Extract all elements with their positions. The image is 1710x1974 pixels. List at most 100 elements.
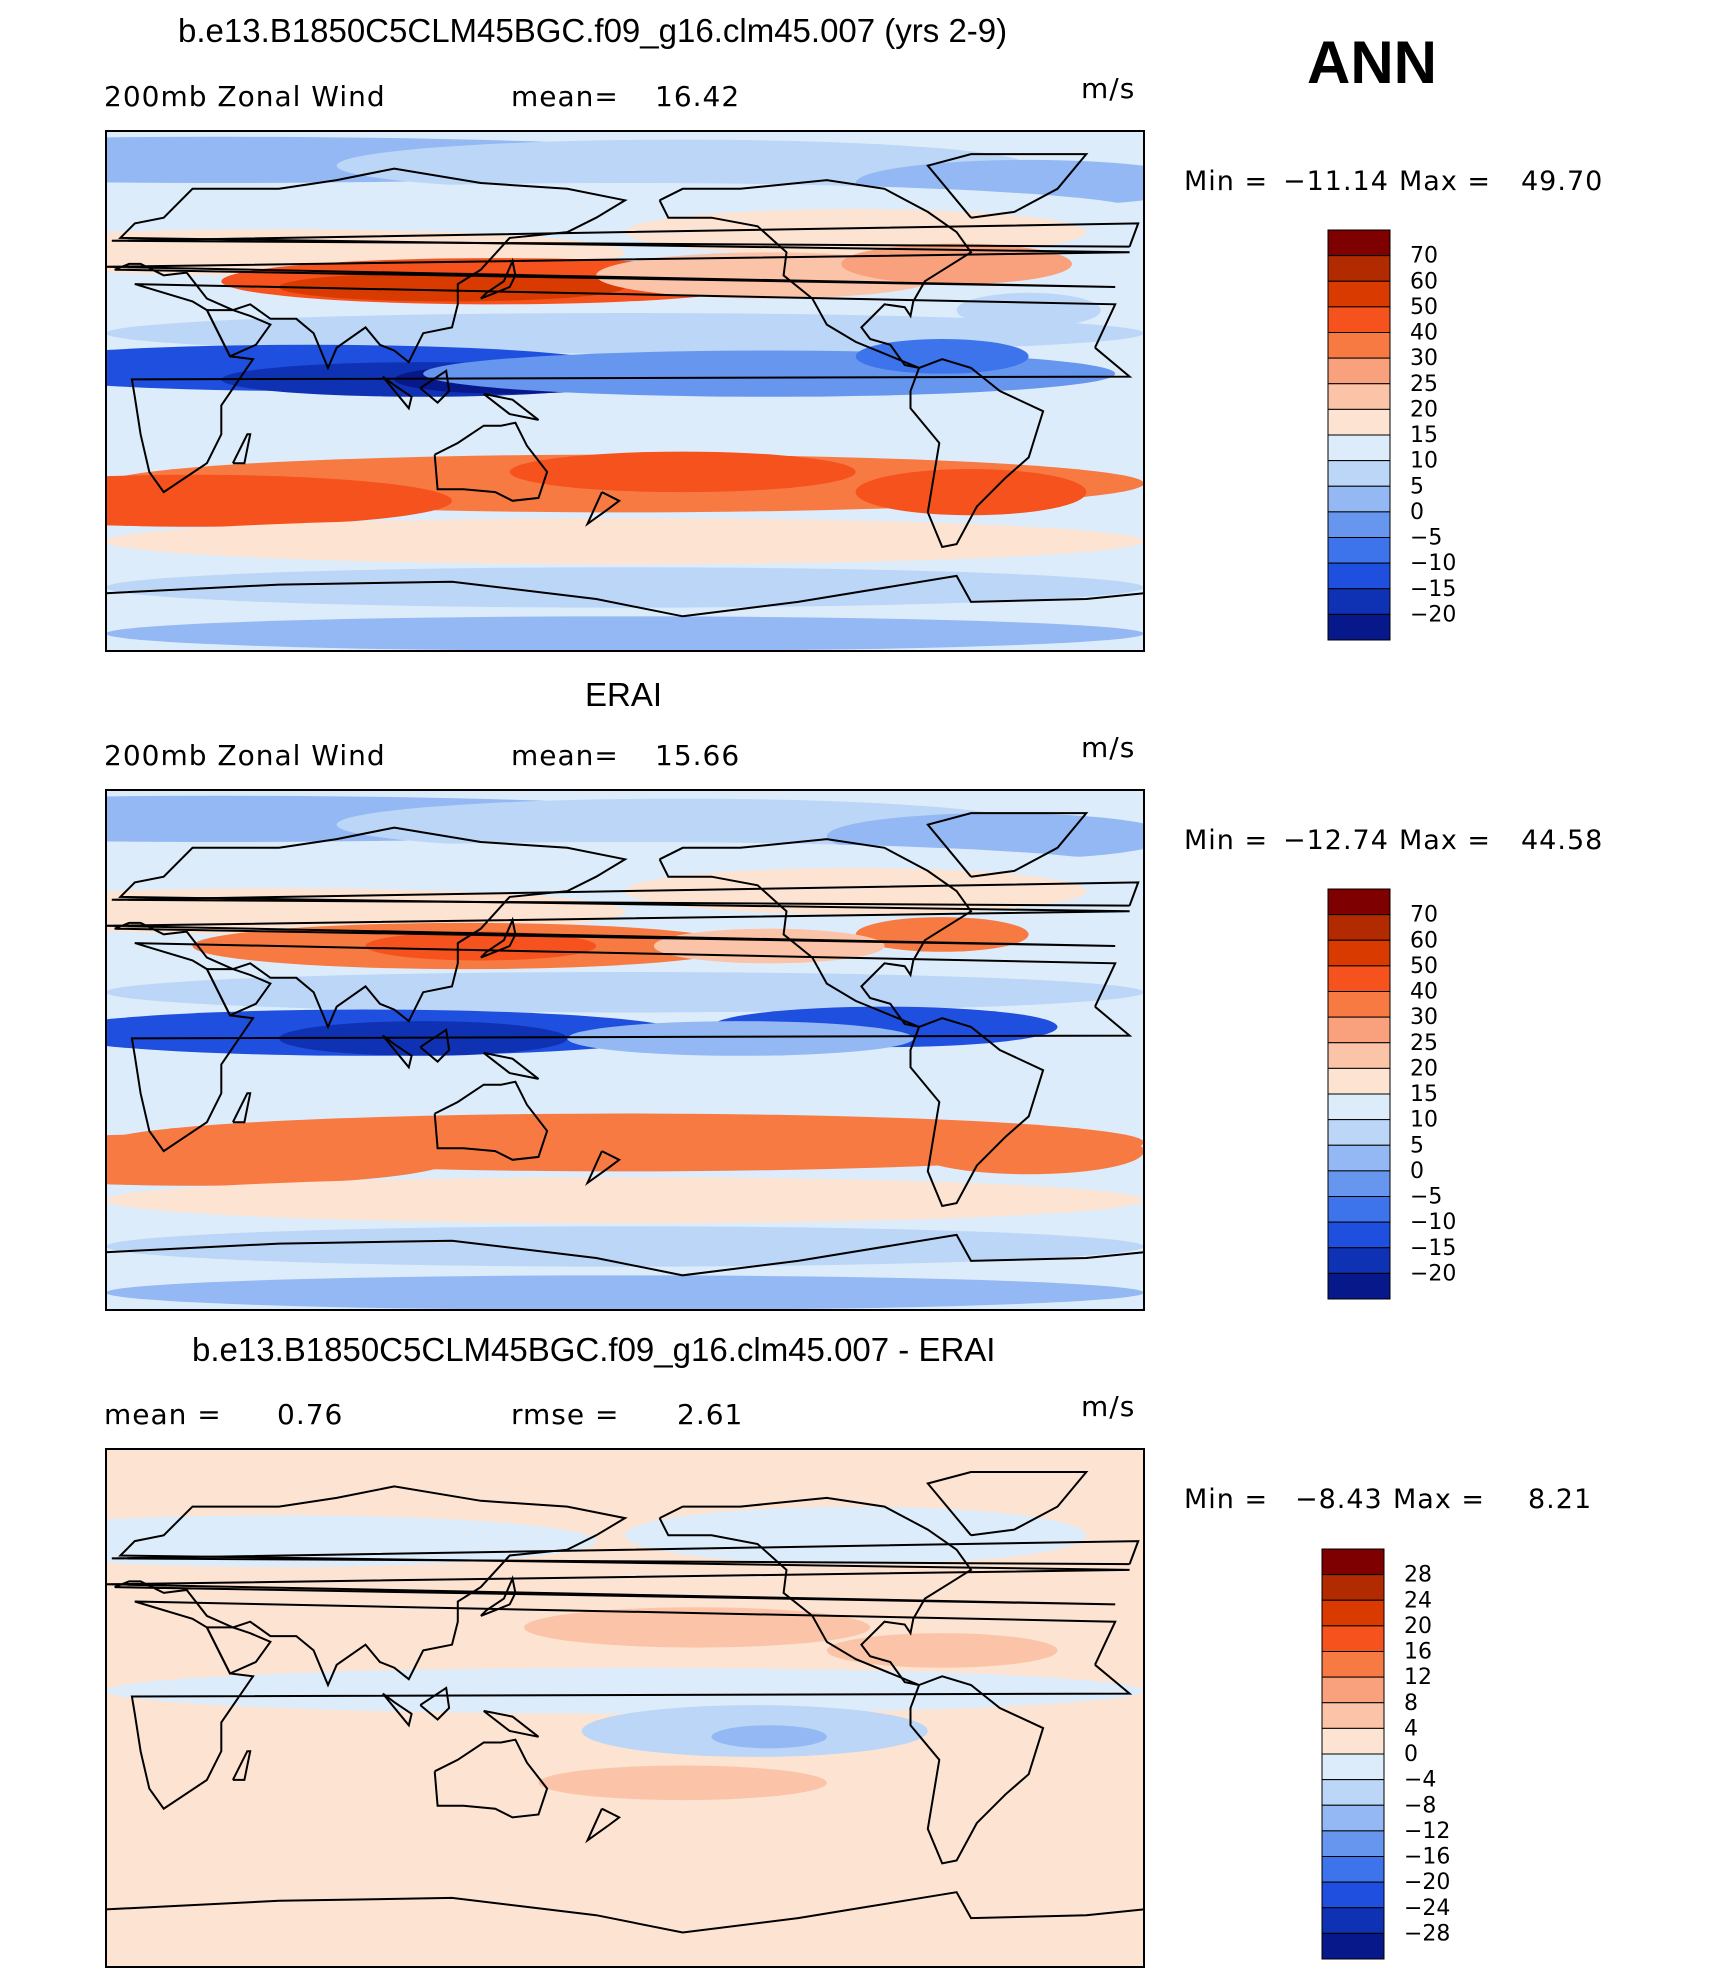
contour-region <box>106 567 1144 608</box>
colorbar-cell <box>1321 1676 1385 1704</box>
coastline <box>480 1575 517 1617</box>
panel3-min-value: −8.43 <box>1295 1484 1383 1515</box>
season-label: ANN <box>1307 29 1437 96</box>
map-frame <box>105 1448 1145 1968</box>
panel3-rmse-label: rmse = <box>511 1398 620 1431</box>
coastline <box>909 1017 1045 1208</box>
panel2-max-label: Max = <box>1399 825 1492 856</box>
contour-region <box>365 931 597 961</box>
colorbar-tick-label: 8 <box>1404 1691 1418 1716</box>
contour-region <box>106 1667 1144 1714</box>
coastline <box>433 1738 549 1819</box>
colorbar-tick-label: 20 <box>1410 1056 1438 1081</box>
colorbar-tick-label: −15 <box>1410 577 1456 602</box>
panel2-min-label: Min = <box>1184 825 1269 856</box>
coastline <box>658 179 973 369</box>
colorbar-cell <box>1327 1196 1391 1223</box>
contour-region <box>913 1128 1144 1175</box>
colorbar-tick-label: 15 <box>1410 1082 1438 1107</box>
coastline <box>382 1692 413 1728</box>
coastline <box>483 392 540 421</box>
colorbar-tick-label: 4 <box>1404 1716 1418 1741</box>
colorbar-cell <box>1321 1856 1385 1883</box>
colorbar-tick-label: 25 <box>1410 1031 1438 1056</box>
colorbar-tick-label: 30 <box>1410 346 1438 371</box>
colorbar-cell <box>1327 280 1391 308</box>
contour-region <box>826 1633 1058 1668</box>
map-frame <box>105 789 1145 1311</box>
colorbar-tick-label: −5 <box>1410 526 1442 551</box>
colorbar-cell <box>1327 1170 1391 1197</box>
panel3-min-label: Min = <box>1184 1484 1269 1515</box>
colorbar-cell <box>1321 1881 1385 1909</box>
contour-region <box>106 616 1144 651</box>
panel1-mean-label: mean= <box>511 80 619 113</box>
coastline <box>206 968 272 1017</box>
panel2-field: 200mb Zonal Wind <box>104 739 386 772</box>
coastline <box>106 167 1130 371</box>
colorbar-cell <box>1327 229 1391 257</box>
colorbar-tick-label: 40 <box>1410 980 1438 1005</box>
colorbar-cell <box>1327 357 1391 385</box>
colorbar-tick-label: −10 <box>1410 551 1456 576</box>
colorbar-cell <box>1327 1272 1391 1300</box>
colorbar-cell <box>1327 1016 1391 1044</box>
colorbar-tick-label: 5 <box>1410 1133 1424 1158</box>
contour-region <box>855 469 1087 516</box>
colorbar-tick-label: 0 <box>1404 1742 1418 1767</box>
contour-region <box>106 518 1144 565</box>
map-frame <box>105 130 1145 652</box>
coastline <box>130 942 1133 1153</box>
panel3-max-label: Max = <box>1393 1484 1486 1515</box>
colorbar-tick-label: 12 <box>1404 1665 1432 1690</box>
coastline <box>483 1051 540 1080</box>
panel1-units: m/s <box>1081 72 1136 105</box>
colorbar-tick-label: 5 <box>1410 474 1424 499</box>
coastline <box>106 1485 1130 1688</box>
colorbar-cell <box>1327 1119 1391 1146</box>
colorbar-cell <box>1321 1932 1385 1960</box>
colorbar-cell <box>1327 511 1391 538</box>
colorbar-tick-label: 15 <box>1410 423 1438 448</box>
colorbar-tick-label: 28 <box>1404 1563 1432 1588</box>
coastline <box>130 1600 1133 1811</box>
panel1-field: 200mb Zonal Wind <box>104 80 386 113</box>
contour-region <box>106 399 1144 452</box>
coastline <box>658 838 973 1028</box>
coastline <box>480 257 517 300</box>
colorbar-tick-label: −15 <box>1410 1236 1456 1261</box>
coastline <box>106 1891 1144 1934</box>
colorbar-tick-label: 0 <box>1410 500 1424 525</box>
colorbar-cell <box>1327 965 1391 992</box>
colorbar-cell <box>1327 939 1391 967</box>
panel3-max-value: 8.21 <box>1528 1484 1593 1515</box>
panel3-title: b.e13.B1850C5CLM45BGC.f09_g16.clm45.007 … <box>192 1331 996 1368</box>
contour-region <box>855 339 1029 374</box>
contour-region <box>106 1058 1144 1111</box>
coastline <box>232 1750 252 1781</box>
coastline <box>909 1675 1045 1865</box>
coastline <box>433 1080 549 1161</box>
contour-region <box>106 474 452 527</box>
panel1-min-label: Min = <box>1184 166 1269 197</box>
panel1-min-value: −11.14 <box>1283 166 1389 197</box>
colorbar-cell <box>1321 1727 1385 1755</box>
colorbar-cell <box>1327 460 1391 487</box>
map-panel-1 <box>105 130 1145 652</box>
colorbar-cell <box>1327 1042 1391 1069</box>
contour-region <box>106 1515 597 1567</box>
colorbar-tick-label: 60 <box>1410 928 1438 953</box>
colorbar-cell <box>1321 1651 1385 1678</box>
colorbar-cell <box>1327 562 1391 590</box>
contour-region <box>106 1177 1144 1224</box>
colorbar-tick-label: −10 <box>1410 1210 1456 1235</box>
coastline <box>585 491 622 527</box>
colorbar-cell <box>1327 332 1391 359</box>
panel2-mean-value: 15.66 <box>655 739 741 772</box>
colorbar-tick-label: 10 <box>1410 449 1438 474</box>
coastline <box>111 881 1140 907</box>
colorbar-tick-label: 70 <box>1410 903 1438 928</box>
